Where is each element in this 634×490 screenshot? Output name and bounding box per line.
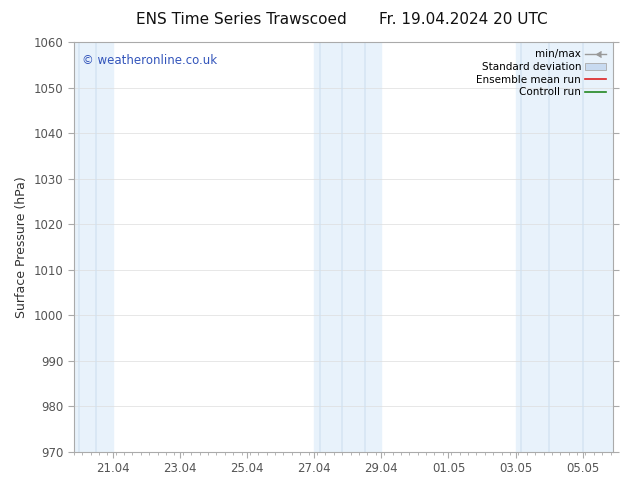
Bar <box>314 42 381 452</box>
Text: © weatheronline.co.uk: © weatheronline.co.uk <box>82 54 217 67</box>
Bar <box>74 42 113 452</box>
Text: Fr. 19.04.2024 20 UTC: Fr. 19.04.2024 20 UTC <box>378 12 547 27</box>
Legend: min/max, Standard deviation, Ensemble mean run, Controll run: min/max, Standard deviation, Ensemble me… <box>474 47 608 99</box>
Text: ENS Time Series Trawscoed: ENS Time Series Trawscoed <box>136 12 346 27</box>
Y-axis label: Surface Pressure (hPa): Surface Pressure (hPa) <box>15 176 28 318</box>
Bar <box>515 42 614 452</box>
